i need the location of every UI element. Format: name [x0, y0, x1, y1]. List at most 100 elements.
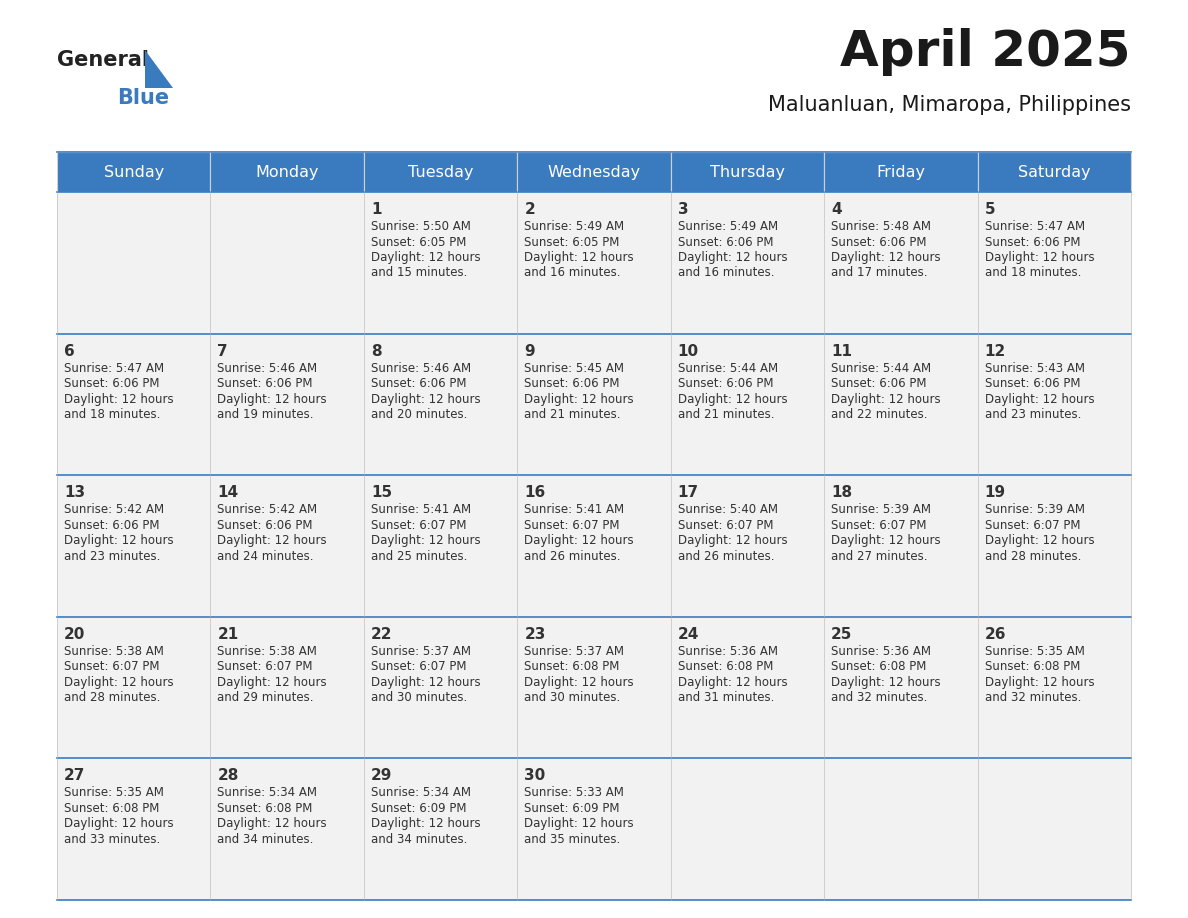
Text: Sunset: 6:05 PM: Sunset: 6:05 PM [371, 236, 466, 249]
Text: Sunrise: 5:47 AM: Sunrise: 5:47 AM [64, 362, 164, 375]
Text: 5: 5 [985, 202, 996, 217]
Text: Sunrise: 5:41 AM: Sunrise: 5:41 AM [371, 503, 470, 516]
Text: Daylight: 12 hours: Daylight: 12 hours [371, 251, 480, 264]
Text: Daylight: 12 hours: Daylight: 12 hours [677, 393, 788, 406]
Text: Daylight: 12 hours: Daylight: 12 hours [524, 534, 634, 547]
Text: Sunset: 6:08 PM: Sunset: 6:08 PM [524, 660, 620, 673]
Text: Sunrise: 5:46 AM: Sunrise: 5:46 AM [371, 362, 470, 375]
Text: Sunrise: 5:34 AM: Sunrise: 5:34 AM [371, 787, 470, 800]
Text: Daylight: 12 hours: Daylight: 12 hours [64, 534, 173, 547]
Text: Sunrise: 5:48 AM: Sunrise: 5:48 AM [832, 220, 931, 233]
Text: and 18 minutes.: and 18 minutes. [985, 266, 1081, 279]
Text: 4: 4 [832, 202, 842, 217]
Text: Sunrise: 5:36 AM: Sunrise: 5:36 AM [832, 644, 931, 658]
Text: Daylight: 12 hours: Daylight: 12 hours [371, 817, 480, 831]
Text: Sunrise: 5:40 AM: Sunrise: 5:40 AM [677, 503, 778, 516]
Text: Sunrise: 5:50 AM: Sunrise: 5:50 AM [371, 220, 470, 233]
Text: 22: 22 [371, 627, 392, 642]
Text: and 15 minutes.: and 15 minutes. [371, 266, 467, 279]
Text: Maluanluan, Mimaropa, Philippines: Maluanluan, Mimaropa, Philippines [767, 95, 1131, 115]
Text: Daylight: 12 hours: Daylight: 12 hours [985, 393, 1094, 406]
Text: 13: 13 [64, 486, 86, 500]
Text: 15: 15 [371, 486, 392, 500]
Text: and 32 minutes.: and 32 minutes. [832, 691, 928, 704]
Text: Sunrise: 5:42 AM: Sunrise: 5:42 AM [64, 503, 164, 516]
Text: 18: 18 [832, 486, 852, 500]
Text: and 22 minutes.: and 22 minutes. [832, 409, 928, 421]
Text: and 17 minutes.: and 17 minutes. [832, 266, 928, 279]
Text: and 32 minutes.: and 32 minutes. [985, 691, 1081, 704]
Text: 23: 23 [524, 627, 545, 642]
Text: Sunset: 6:07 PM: Sunset: 6:07 PM [371, 519, 467, 532]
Text: 20: 20 [64, 627, 86, 642]
Text: and 33 minutes.: and 33 minutes. [64, 833, 160, 845]
Text: Blue: Blue [116, 88, 169, 108]
Text: Daylight: 12 hours: Daylight: 12 hours [985, 251, 1094, 264]
Text: Sunrise: 5:39 AM: Sunrise: 5:39 AM [985, 503, 1085, 516]
Text: Daylight: 12 hours: Daylight: 12 hours [217, 676, 327, 688]
Text: Sunset: 6:08 PM: Sunset: 6:08 PM [832, 660, 927, 673]
Text: April 2025: April 2025 [840, 28, 1131, 76]
Text: Sunrise: 5:37 AM: Sunrise: 5:37 AM [524, 644, 624, 658]
Text: Sunrise: 5:35 AM: Sunrise: 5:35 AM [985, 644, 1085, 658]
Text: Daylight: 12 hours: Daylight: 12 hours [832, 534, 941, 547]
Text: 21: 21 [217, 627, 239, 642]
Text: and 30 minutes.: and 30 minutes. [371, 691, 467, 704]
Text: and 34 minutes.: and 34 minutes. [217, 833, 314, 845]
Text: and 30 minutes.: and 30 minutes. [524, 691, 620, 704]
Text: 3: 3 [677, 202, 688, 217]
Text: 25: 25 [832, 627, 853, 642]
Text: Sunset: 6:06 PM: Sunset: 6:06 PM [985, 377, 1080, 390]
Text: 24: 24 [677, 627, 699, 642]
Text: Sunset: 6:06 PM: Sunset: 6:06 PM [64, 377, 159, 390]
Text: Sunset: 6:07 PM: Sunset: 6:07 PM [64, 660, 159, 673]
Text: Daylight: 12 hours: Daylight: 12 hours [217, 817, 327, 831]
Text: Sunset: 6:07 PM: Sunset: 6:07 PM [677, 519, 773, 532]
Text: Daylight: 12 hours: Daylight: 12 hours [64, 817, 173, 831]
Text: Sunrise: 5:37 AM: Sunrise: 5:37 AM [371, 644, 470, 658]
Text: Daylight: 12 hours: Daylight: 12 hours [985, 534, 1094, 547]
Text: Daylight: 12 hours: Daylight: 12 hours [371, 393, 480, 406]
Text: Sunset: 6:07 PM: Sunset: 6:07 PM [832, 519, 927, 532]
Text: Daylight: 12 hours: Daylight: 12 hours [371, 676, 480, 688]
Text: and 26 minutes.: and 26 minutes. [677, 550, 775, 563]
Text: and 27 minutes.: and 27 minutes. [832, 550, 928, 563]
Text: Sunset: 6:07 PM: Sunset: 6:07 PM [371, 660, 467, 673]
Text: 14: 14 [217, 486, 239, 500]
Text: Daylight: 12 hours: Daylight: 12 hours [524, 393, 634, 406]
Text: Daylight: 12 hours: Daylight: 12 hours [832, 393, 941, 406]
Text: Sunset: 6:08 PM: Sunset: 6:08 PM [64, 802, 159, 815]
Text: Daylight: 12 hours: Daylight: 12 hours [217, 393, 327, 406]
Text: 9: 9 [524, 343, 535, 359]
Text: Daylight: 12 hours: Daylight: 12 hours [64, 393, 173, 406]
Text: Sunrise: 5:39 AM: Sunrise: 5:39 AM [832, 503, 931, 516]
Text: and 23 minutes.: and 23 minutes. [64, 550, 160, 563]
Text: and 19 minutes.: and 19 minutes. [217, 409, 314, 421]
Text: Sunrise: 5:44 AM: Sunrise: 5:44 AM [832, 362, 931, 375]
Text: 27: 27 [64, 768, 86, 783]
Text: Sunset: 6:06 PM: Sunset: 6:06 PM [832, 236, 927, 249]
Text: 11: 11 [832, 343, 852, 359]
Text: and 28 minutes.: and 28 minutes. [985, 550, 1081, 563]
Text: Daylight: 12 hours: Daylight: 12 hours [524, 817, 634, 831]
Text: Sunrise: 5:38 AM: Sunrise: 5:38 AM [64, 644, 164, 658]
Text: 6: 6 [64, 343, 75, 359]
Text: Sunrise: 5:41 AM: Sunrise: 5:41 AM [524, 503, 625, 516]
Text: 19: 19 [985, 486, 1006, 500]
Text: Sunrise: 5:33 AM: Sunrise: 5:33 AM [524, 787, 624, 800]
Text: Friday: Friday [877, 164, 925, 180]
Text: Monday: Monday [255, 164, 318, 180]
Text: General: General [57, 50, 148, 70]
Text: Sunrise: 5:38 AM: Sunrise: 5:38 AM [217, 644, 317, 658]
Text: 17: 17 [677, 486, 699, 500]
Text: Daylight: 12 hours: Daylight: 12 hours [64, 676, 173, 688]
Text: Daylight: 12 hours: Daylight: 12 hours [217, 534, 327, 547]
Text: Sunrise: 5:46 AM: Sunrise: 5:46 AM [217, 362, 317, 375]
Text: and 16 minutes.: and 16 minutes. [677, 266, 775, 279]
Text: Sunset: 6:09 PM: Sunset: 6:09 PM [524, 802, 620, 815]
Text: and 29 minutes.: and 29 minutes. [217, 691, 314, 704]
Text: Sunrise: 5:43 AM: Sunrise: 5:43 AM [985, 362, 1085, 375]
Text: Sunrise: 5:49 AM: Sunrise: 5:49 AM [677, 220, 778, 233]
Text: Sunrise: 5:36 AM: Sunrise: 5:36 AM [677, 644, 778, 658]
Text: Sunset: 6:05 PM: Sunset: 6:05 PM [524, 236, 620, 249]
